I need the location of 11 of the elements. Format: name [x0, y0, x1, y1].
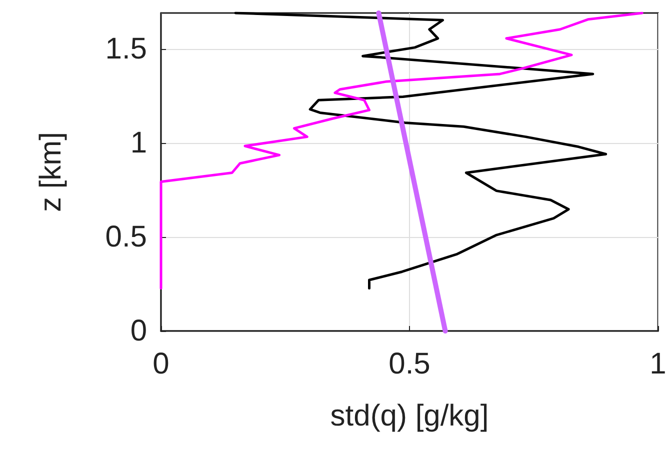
y-tick-label: 0: [130, 314, 147, 348]
x-tick-label: 0.5: [388, 348, 430, 380]
x-tick-label: 0: [152, 348, 170, 380]
y-axis-title: z [km]: [34, 132, 68, 212]
x-axis-title: std(q) [g/kg]: [330, 400, 489, 432]
line-series: [234, 12, 608, 290]
y-tick-label: 1: [130, 126, 147, 160]
x-tick-label: 1: [650, 348, 666, 380]
y-tick-label: 0.5: [105, 220, 147, 254]
y-tick-label: 1.5: [105, 32, 147, 66]
line-series: [160, 12, 644, 290]
